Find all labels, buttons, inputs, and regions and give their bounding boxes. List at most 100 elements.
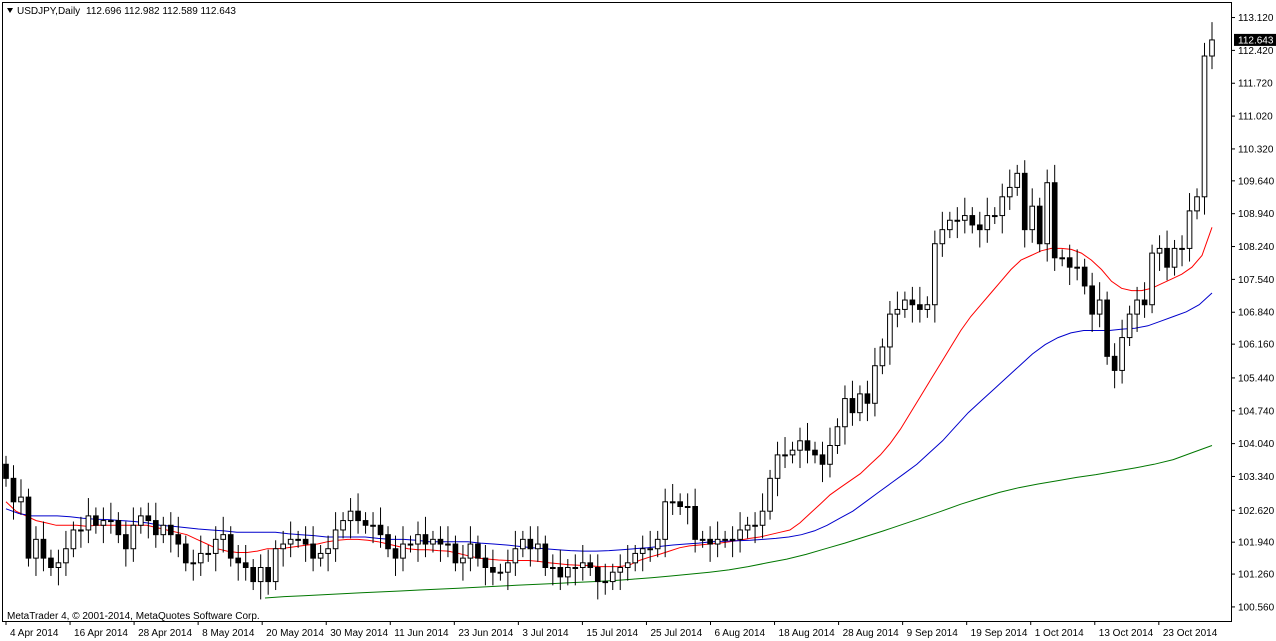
triangle-down-icon[interactable] (7, 8, 13, 13)
bull-candle-body (535, 543, 541, 550)
candle (48, 549, 54, 576)
bull-candle-body (505, 562, 511, 573)
bull-candle-body (272, 548, 279, 583)
x-tick-label: 9 Sep 2014 (907, 628, 959, 639)
bear-candle-body (437, 538, 444, 545)
x-tick-label: 19 Sep 2014 (971, 628, 1028, 639)
bull-candle-body (1074, 266, 1080, 269)
x-tick-label: 25 Jul 2014 (650, 628, 702, 639)
candle (1194, 188, 1200, 220)
bear-candle-body (1111, 355, 1118, 371)
candle (549, 554, 556, 586)
candle (954, 207, 961, 239)
bull-candle-body (1096, 299, 1103, 315)
bull-candle-body (744, 524, 751, 531)
candle (385, 526, 391, 558)
bull-candle-body (782, 454, 788, 457)
bear-candle-body (812, 449, 818, 456)
candle (18, 479, 24, 515)
x-tick-label: 1 Oct 2014 (1035, 628, 1084, 639)
ohlc-label: 112.696 112.982 112.589 112.643 (86, 6, 236, 17)
bear-candle-body (594, 567, 601, 583)
bull-candle-body (325, 548, 331, 554)
bull-candle-body (617, 567, 624, 573)
x-tick-label: 11 Jun 2014 (394, 628, 449, 639)
x-axis: 4 Apr 2014 16 Apr 2014 28 Apr 2014 8 May 20… (5, 621, 1218, 639)
y-tick-label: 106.160 (1238, 340, 1275, 351)
candle (594, 554, 601, 600)
bull-candle-body (902, 299, 908, 310)
bull-candle-body (961, 215, 968, 221)
candle (759, 493, 766, 539)
bull-candle-body (190, 562, 197, 565)
candle (250, 559, 257, 591)
bull-candle-body (894, 308, 901, 315)
candle (564, 559, 571, 586)
bull-candle-body (767, 477, 773, 512)
bear-candle-body (490, 567, 496, 573)
candle (1209, 22, 1215, 70)
y-tick-label: 105.440 (1238, 373, 1275, 384)
bull-candle-body (1194, 196, 1200, 212)
candle (984, 197, 991, 243)
candle (917, 286, 923, 323)
candle (669, 483, 676, 515)
candle (377, 507, 384, 548)
bull-candle-body (857, 393, 863, 414)
bull-candle-body (70, 529, 77, 550)
bull-candle-body (317, 552, 324, 559)
bull-candle-body (340, 520, 346, 531)
bear-candle-body (707, 538, 713, 545)
candle (3, 455, 9, 487)
bear-candle-body (969, 215, 976, 226)
bull-candle-body (827, 445, 833, 465)
bull-candle-body (280, 543, 286, 550)
bull-candle-body (1059, 257, 1066, 260)
bull-candle-body (991, 215, 998, 218)
bull-candle-body (100, 520, 107, 526)
candle (1141, 282, 1148, 318)
bear-candle-body (527, 538, 534, 550)
bull-candle-body (407, 543, 414, 546)
candle (849, 380, 856, 426)
bear-candle-body (1164, 247, 1170, 268)
bear-candle-body (587, 562, 594, 569)
bear-candle-body (1089, 285, 1095, 315)
candle (617, 554, 624, 591)
candle (1021, 160, 1028, 248)
ma-slow-line (264, 445, 1213, 599)
candle (33, 526, 39, 576)
bull-candle-body (197, 552, 204, 564)
bull-candle-body (624, 562, 631, 569)
candle (872, 347, 878, 417)
candle (947, 211, 953, 239)
y-tick-label: 107.540 (1238, 275, 1275, 286)
bear-candle-body (10, 477, 17, 503)
candle (879, 338, 886, 375)
bull-candle-body (512, 548, 519, 564)
x-tick-label: 3 Jul 2014 (522, 628, 569, 639)
candle (347, 498, 354, 539)
candle (819, 441, 826, 483)
candle (460, 544, 466, 581)
x-tick-label: 4 Apr 2014 (10, 628, 59, 639)
candle (242, 544, 249, 581)
ma-mid-line (5, 292, 1213, 552)
candle (924, 296, 931, 318)
candle (632, 544, 639, 572)
y-tick-label: 104.740 (1238, 406, 1275, 417)
candle (909, 286, 916, 323)
candle (774, 441, 781, 497)
candle (497, 563, 504, 581)
candle (677, 493, 683, 515)
y-tick-label: 108.940 (1238, 209, 1275, 220)
y-tick-label: 101.940 (1238, 538, 1275, 549)
candle (1089, 272, 1095, 332)
candle (662, 488, 669, 558)
candle (10, 465, 17, 520)
candle (976, 211, 983, 248)
candle (1044, 169, 1051, 262)
bull-candle-body (842, 398, 848, 428)
bear-candle-body (145, 515, 152, 522)
